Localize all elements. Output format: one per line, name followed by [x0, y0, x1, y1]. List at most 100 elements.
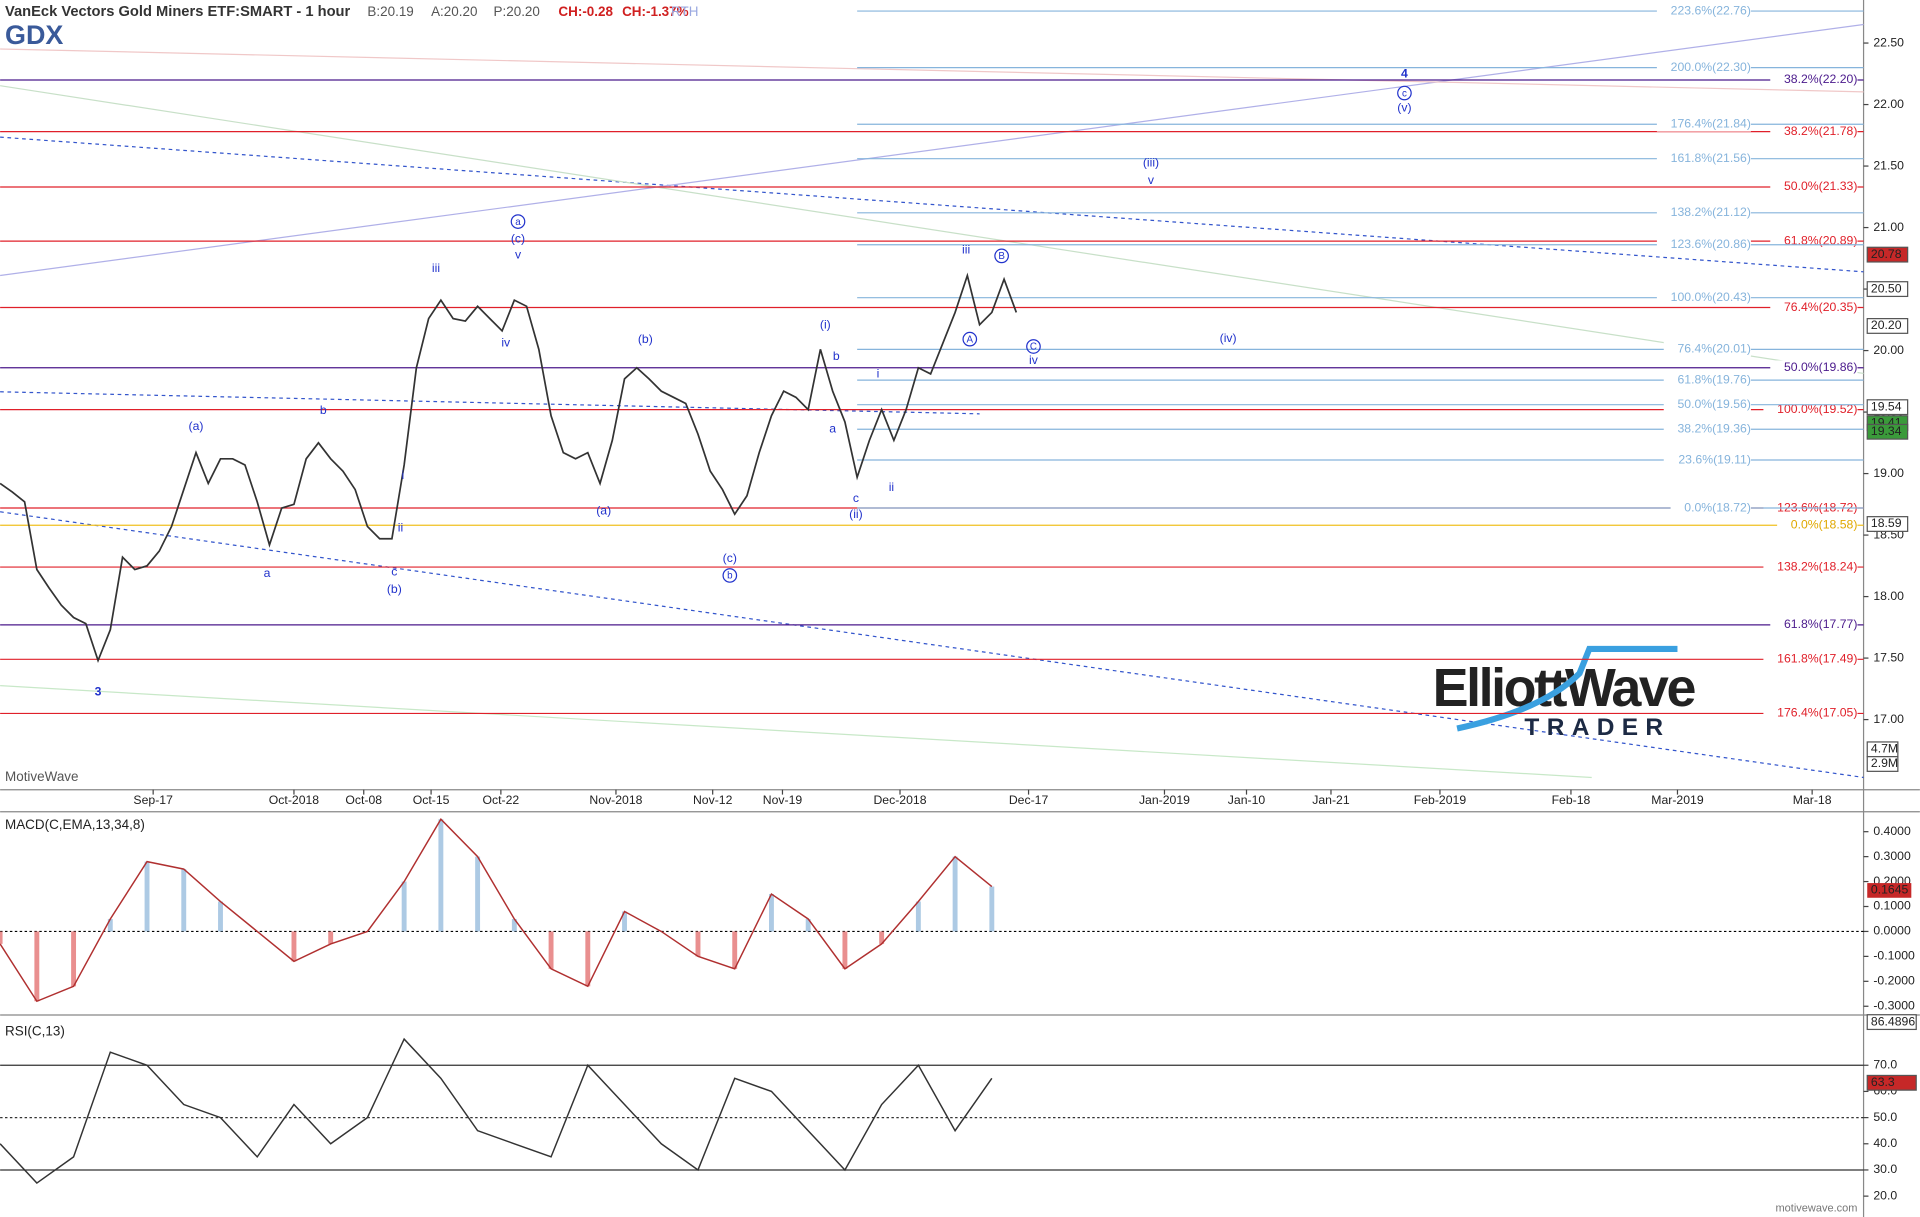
y-tick-label: -0.2000 [1873, 974, 1915, 988]
wave-label: a [829, 421, 836, 435]
wave-label: b [833, 349, 840, 363]
y-tick-label: 17.00 [1873, 712, 1904, 726]
ask: A:20.20 [431, 4, 477, 19]
wave-label: b [727, 571, 733, 582]
instrument-name: VanEck Vectors Gold Miners ETF:SMART - 1… [5, 4, 351, 20]
wave-label: c [391, 565, 397, 579]
y-tick-label: 21.50 [1873, 158, 1904, 172]
wave-label: A [967, 334, 974, 345]
macd-histogram [438, 819, 444, 932]
trend-line [0, 511, 1864, 779]
macd-histogram [842, 931, 848, 969]
last-price: P:20.20 [494, 4, 540, 19]
fib-label-bg [1656, 151, 1751, 167]
x-tick-label: Feb-18 [1552, 793, 1591, 807]
wave-label: iv [501, 336, 511, 350]
macd-histogram [695, 931, 701, 957]
x-tick-label: Dec-2018 [873, 793, 926, 807]
x-tick-label: Oct-08 [345, 793, 382, 807]
y-tick-label: 0.0000 [1873, 924, 1911, 938]
macd-histogram [401, 881, 407, 932]
fib-label: 176.4%(21.84) [1671, 116, 1751, 130]
fib-label: 38.2%(21.78) [1784, 124, 1857, 138]
wave-circle [994, 248, 1009, 264]
price-badge-label: 19.54 [1871, 399, 1902, 413]
rsi-badge-label: 63.3 [1871, 1075, 1895, 1089]
macd-histogram [34, 931, 40, 1002]
y-tick-label: 20.0 [1873, 1188, 1897, 1202]
fib-label: 76.4%(20.35) [1784, 300, 1857, 314]
y-tick-label: 18.00 [1873, 589, 1904, 603]
price-line [0, 272, 1018, 664]
macd-histogram [328, 931, 334, 944]
logo-subtext: TRADER [1524, 714, 1670, 741]
fib-label: 23.6%(19.11) [1678, 452, 1751, 466]
x-tick-label: Sep-17 [133, 793, 173, 807]
macd-histogram [218, 901, 223, 932]
wave-label: a [515, 217, 521, 228]
fib-label: 200.0%(22.30) [1671, 60, 1751, 74]
price-badge [1866, 399, 1909, 416]
macd-histogram [915, 901, 921, 932]
trend-line [0, 685, 1592, 779]
x-tick-label: Oct-15 [413, 793, 450, 807]
fib-label-bg [1663, 421, 1751, 437]
rsi-badge [1866, 1074, 1917, 1091]
fib-label-bg [1656, 116, 1751, 132]
fib-label-bg [1770, 124, 1858, 139]
y-tick-label: 40.0 [1873, 1136, 1897, 1150]
panel-title: RSI(C,13) [5, 1024, 65, 1039]
x-tick-label: Oct-22 [483, 793, 520, 807]
fib-label: 0.0%(18.58) [1791, 517, 1858, 531]
wave-label: ii [398, 521, 403, 535]
price-badge-label: 20.50 [1871, 281, 1902, 295]
trend-line [0, 48, 1864, 93]
y-tick-label: 22.50 [1873, 35, 1904, 49]
fib-label-bg [1770, 179, 1858, 195]
macd-histogram [144, 861, 150, 932]
x-tick-label: Nov-2018 [589, 793, 642, 807]
macd-histogram [952, 856, 958, 932]
fib-label: 38.2%(22.20) [1784, 72, 1857, 86]
wave-label: v [515, 248, 522, 262]
macd-histogram [181, 869, 187, 932]
x-tick-label: Oct-2018 [269, 793, 320, 807]
wave-label: (a) [189, 419, 204, 433]
y-tick-label: 30.0 [1873, 1162, 1897, 1176]
macd-histogram [291, 931, 297, 962]
y-tick-label: 22.00 [1873, 97, 1904, 111]
macd-histogram [475, 856, 481, 932]
y-tick-label: -0.1000 [1873, 949, 1915, 963]
macd-histogram [732, 931, 738, 969]
volume-badge-label: 2.9M [1871, 756, 1898, 770]
wave-label: (b) [387, 582, 402, 596]
fib-label-bg [1770, 300, 1858, 315]
fib-label-bg [1656, 3, 1751, 19]
fib-label: 100.0%(20.43) [1671, 290, 1751, 304]
fib-label-bg [1656, 237, 1751, 253]
fib-label: 0.0%(18.72) [1684, 500, 1751, 514]
fib-label: 38.2%(19.36) [1677, 422, 1750, 436]
wave-label: (iv) [1220, 331, 1237, 345]
x-tick-label: Jan-10 [1228, 793, 1266, 807]
wave-label: (c) [723, 551, 737, 565]
macd-histogram [511, 918, 517, 932]
macd-histogram [989, 886, 995, 932]
wave-label: iv [1029, 353, 1039, 367]
rsi-line [0, 1037, 993, 1185]
fib-label: 138.2%(21.12) [1671, 205, 1751, 219]
wave-label: (ii) [849, 507, 863, 521]
fib-label: 176.4%(17.05) [1777, 706, 1857, 720]
macd-histogram [0, 931, 3, 944]
fib-label: 76.4%(20.01) [1677, 342, 1750, 356]
y-tick-label: 21.00 [1873, 220, 1904, 234]
macd-badge [1867, 883, 1912, 898]
macd-badge-label: 0.1645 [1871, 883, 1909, 897]
fib-label-bg [1663, 452, 1751, 468]
macd-histogram [622, 911, 627, 932]
rsi-badge-label: 86.4896 [1871, 1014, 1915, 1028]
y-tick-label: 0.4000 [1873, 824, 1911, 838]
wave-circle [510, 214, 526, 229]
price-badge [1866, 246, 1909, 263]
